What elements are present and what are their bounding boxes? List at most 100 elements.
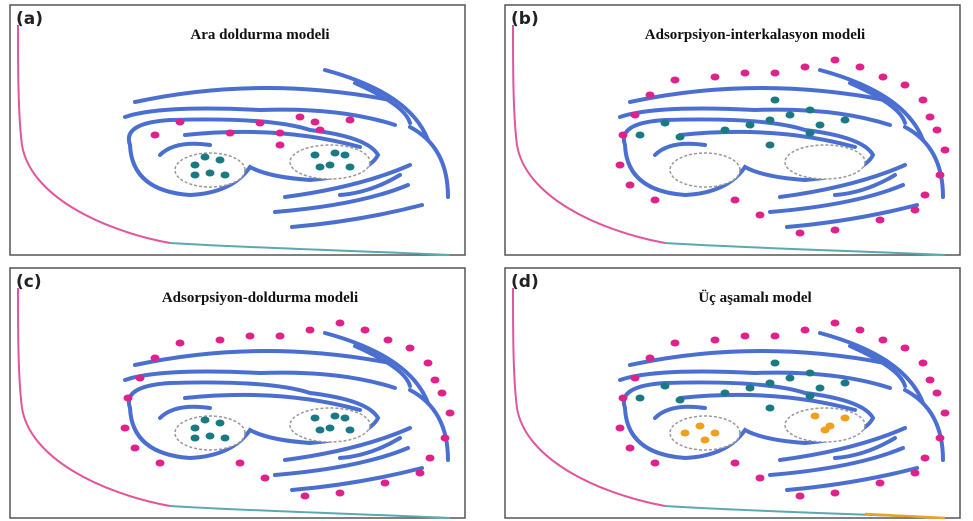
particle [801,64,810,71]
particle [856,64,865,71]
particle [661,383,670,390]
particle [156,460,165,467]
particle [406,345,415,352]
particle [816,385,825,392]
particle [221,435,230,442]
panel: (b) Adsorpsiyon-interkalasyon modeli [505,5,960,255]
particle [911,207,920,214]
particle [316,427,325,434]
particle [681,430,690,437]
particle [646,355,655,362]
particle [331,150,340,157]
particle [879,74,888,81]
particle [771,333,780,340]
particle [856,327,865,334]
particle [431,377,440,384]
particle [671,77,680,84]
panel: (c)Adsorpsiyon-doldurma modeli [10,268,465,518]
particle [336,490,345,497]
particle [631,112,640,119]
particle [651,197,660,204]
particle [933,127,942,134]
particle [301,493,310,500]
particle [256,120,265,127]
particle [766,405,775,412]
particle [746,122,755,129]
particle [786,112,795,119]
particle [306,327,315,334]
panel: (d)Üç aşamalı model [505,268,960,518]
panel-title: Ara doldurma modeli [190,27,329,43]
particle [936,172,945,179]
particle [206,170,215,177]
panels: (a) Ara doldurma modeli (b) Adsorpsiyon-int… [10,5,960,518]
particle [766,142,775,149]
particle [636,395,645,402]
particle [811,413,820,420]
particle [206,433,215,440]
particle [151,132,160,139]
particle [201,417,210,424]
particle [226,130,235,137]
particle [201,154,210,161]
particle [831,320,840,327]
particle [438,390,447,397]
particle [771,360,780,367]
particle [796,493,805,500]
particle [741,333,750,340]
particle [721,127,730,134]
particle [221,172,230,179]
particle [796,230,805,237]
particle [721,390,730,397]
particle [933,390,942,397]
particle [771,97,780,104]
particle [926,377,935,384]
particle [316,164,325,171]
particle [626,182,635,189]
particle [276,333,285,340]
particle [619,132,628,139]
particle [701,437,710,444]
particle [731,197,740,204]
particle [771,70,780,77]
particle [261,475,270,482]
particle [216,157,225,164]
particle [821,427,830,434]
particle [361,327,370,334]
particle [626,445,635,452]
particle [631,375,640,382]
particle [901,345,910,352]
particle [191,172,200,179]
particle [336,320,345,327]
particle [346,427,355,434]
particle [276,142,285,149]
particle [236,460,245,467]
particle [346,117,355,124]
panel-label: (a) [16,9,43,29]
particle [191,425,200,432]
particle [276,130,285,137]
particle [296,114,305,121]
particle [671,340,680,347]
particle [191,162,200,169]
particle [801,327,810,334]
particle [424,360,433,367]
particle [879,337,888,344]
particle [841,380,850,387]
particle [841,117,850,124]
panel-label: (c) [16,272,42,292]
panel-label: (b) [511,9,539,29]
particle [766,380,775,387]
particle [756,475,765,482]
particle [786,375,795,382]
particle [124,395,133,402]
particle [806,370,815,377]
particle [346,164,355,171]
panel-title: Adsorpsiyon-interkalasyon modeli [645,27,865,43]
particle [384,337,393,344]
particle [246,333,255,340]
particle [711,337,720,344]
particle [711,74,720,81]
particle [921,192,930,199]
particle [619,395,628,402]
